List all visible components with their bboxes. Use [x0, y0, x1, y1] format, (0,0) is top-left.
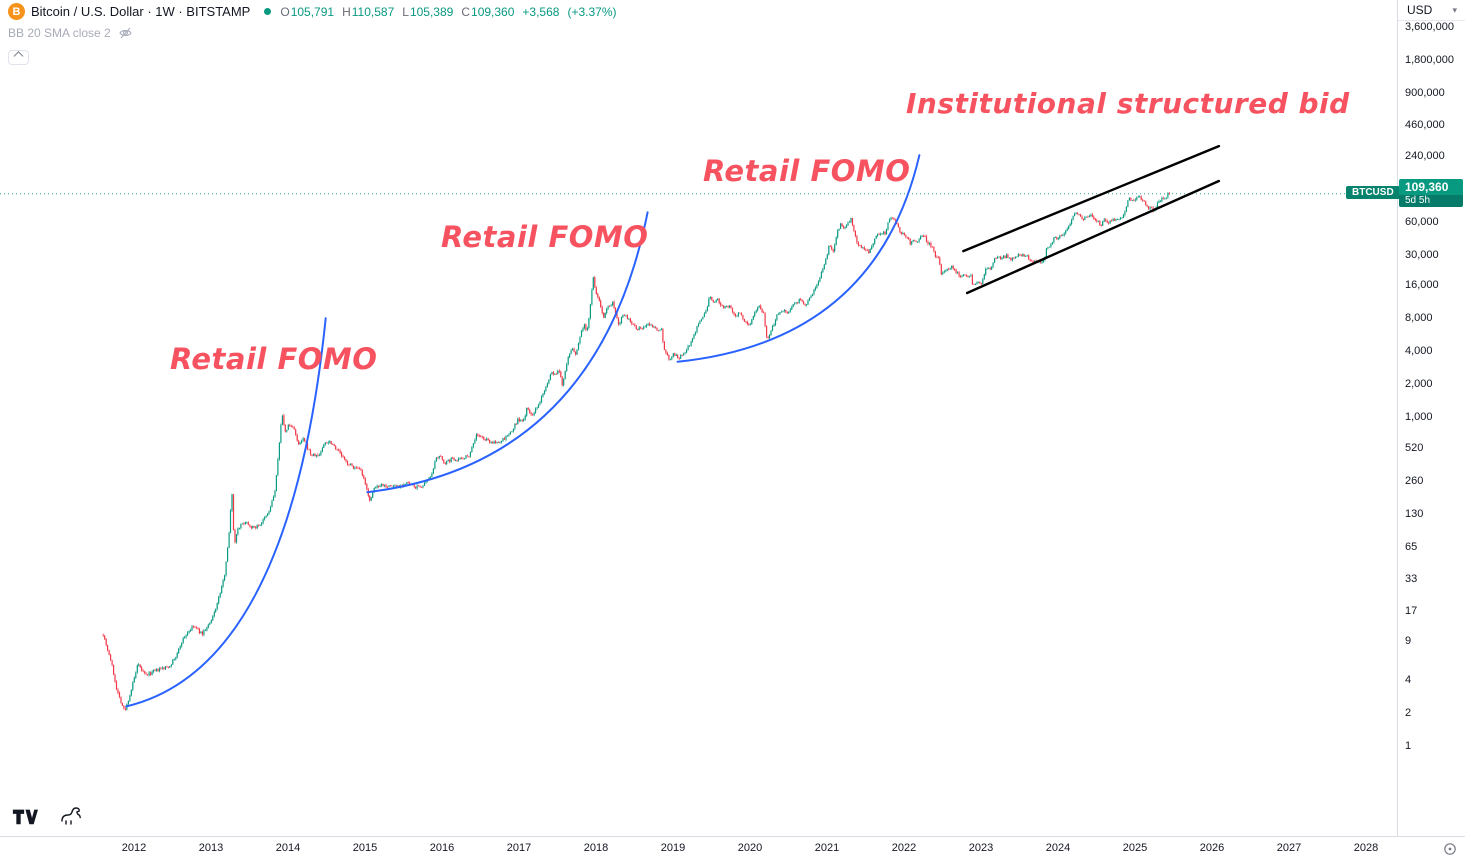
channel-lower-line[interactable] [965, 179, 1221, 295]
time-axis-year-label: 2019 [660, 842, 686, 854]
chevron-up-icon [13, 51, 24, 62]
chart-legend: B Bitcoin / U.S. Dollar · 1W · BITSTAMP … [8, 2, 616, 65]
time-axis-year-label: 2016 [429, 842, 455, 854]
symbol-row: B Bitcoin / U.S. Dollar · 1W · BITSTAMP … [8, 2, 616, 21]
price-axis-label: 33 [1405, 573, 1418, 586]
price-axis-label: 1,000 [1405, 410, 1433, 423]
time-axis-year-label: 2028 [1353, 842, 1379, 854]
time-axis-year-label: 2013 [198, 842, 224, 854]
price-axis-label: 1 [1405, 739, 1412, 752]
price-axis-label: 4 [1405, 673, 1412, 686]
currency-selector[interactable]: USD ▾ [1398, 0, 1465, 21]
annotation-retail-fomo-2[interactable]: Retail FOMO [441, 220, 649, 254]
ohlc-values: O105,791 H110,587 L105,389 C109,360 +3,5… [280, 5, 616, 19]
time-axis-year-label: 2025 [1122, 842, 1148, 854]
candle-wicks-down [102, 192, 1170, 711]
time-axis[interactable]: 2012 2013 2014 2015 2016 2017 2018 2019 2020 2021… [0, 836, 1465, 862]
change-percent: (+3.37%) [567, 4, 617, 19]
market-status-dot[interactable] [264, 8, 272, 15]
price-axis-label: 240,000 [1405, 149, 1445, 162]
price-axis-label: 60,000 [1405, 215, 1439, 228]
tradingview-logo-icon[interactable] [12, 807, 38, 826]
price-axis-label: 4,000 [1405, 344, 1433, 357]
current-price-badge: 109,360 5d 5h [1399, 178, 1463, 207]
candle-wicks-up [126, 191, 1169, 711]
price-axis-label: 260 [1405, 474, 1424, 487]
time-axis-year-label: 2015 [352, 842, 378, 854]
indicator-label: BB 20 SMA close 2 [8, 25, 111, 40]
high-value: H110,587 [342, 4, 395, 19]
price-axis-label: 8,000 [1405, 311, 1433, 324]
annotation-retail-fomo-3[interactable]: Retail FOMO [703, 154, 911, 188]
logo-area [12, 801, 85, 826]
price-line-symbol-tag: BTCUSD [1346, 186, 1400, 200]
eye-off-icon[interactable] [118, 26, 133, 40]
channel-upper-line[interactable] [962, 144, 1221, 253]
time-axis-year-label: 2021 [814, 842, 840, 854]
price-axis-label: 65 [1405, 540, 1418, 553]
time-axis-year-label: 2018 [583, 842, 609, 854]
retail-fomo-curve-3[interactable] [676, 154, 921, 363]
change-value: +3,568 [522, 4, 560, 19]
low-value: L105,389 [402, 4, 454, 19]
dino-doodle-icon [61, 807, 81, 825]
time-axis-year-label: 2014 [275, 842, 301, 854]
indicator-row[interactable]: BB 20 SMA close 2 [8, 23, 616, 42]
time-axis-year-label: 2020 [737, 842, 763, 854]
price-axis-label: 2 [1405, 706, 1412, 719]
price-axis-label: 900,000 [1405, 86, 1445, 99]
annotation-retail-fomo-1[interactable]: Retail FOMO [170, 342, 378, 376]
retail-fomo-curve-1[interactable] [125, 317, 327, 708]
price-axis-label: 9 [1405, 634, 1412, 647]
candle-bodies-down [102, 193, 1171, 710]
price-axis-label: 1,800,000 [1405, 53, 1454, 66]
time-axis-year-label: 2026 [1199, 842, 1225, 854]
time-axis-year-label: 2022 [891, 842, 917, 854]
price-chart[interactable] [0, 0, 1397, 836]
close-value: C109,360 [461, 4, 515, 19]
time-axis-year-label: 2027 [1276, 842, 1302, 854]
price-axis-label: 3,600,000 [1405, 20, 1454, 33]
axis-settings-icon[interactable] [1443, 842, 1457, 856]
retail-fomo-curve-2[interactable] [366, 211, 649, 494]
annotation-institutional-bid[interactable]: Institutional structured bid [906, 87, 1350, 120]
chevron-down-icon: ▾ [1452, 4, 1457, 15]
price-axis-label: 460,000 [1405, 118, 1445, 131]
price-axis-label: 30,000 [1405, 248, 1439, 261]
time-axis-year-label: 2012 [121, 842, 147, 854]
bitcoin-icon: B [8, 3, 25, 20]
price-axis-label: 130 [1405, 507, 1424, 520]
current-price-value: 109,360 [1399, 178, 1463, 195]
time-axis-year-label: 2017 [506, 842, 532, 854]
price-axis-label: 2,000 [1405, 377, 1433, 390]
candle-bodies-up [126, 193, 1169, 710]
symbol-title[interactable]: Bitcoin / U.S. Dollar · 1W · BITSTAMP [31, 4, 251, 19]
price-axis-label: 17 [1405, 604, 1418, 617]
legend-collapse-button[interactable] [8, 50, 29, 65]
bar-close-countdown: 5d 5h [1399, 194, 1463, 207]
time-axis-year-label: 2024 [1045, 842, 1071, 854]
currency-label: USD [1407, 3, 1433, 17]
price-axis-label: 16,000 [1405, 278, 1439, 291]
price-axis-label: 520 [1405, 441, 1424, 454]
price-axis[interactable]: USD ▾ 109,360 5d 5h 3,600,000 1,800,000 90… [1397, 0, 1465, 836]
time-axis-year-label: 2023 [968, 842, 994, 854]
open-value: O105,791 [280, 4, 335, 19]
